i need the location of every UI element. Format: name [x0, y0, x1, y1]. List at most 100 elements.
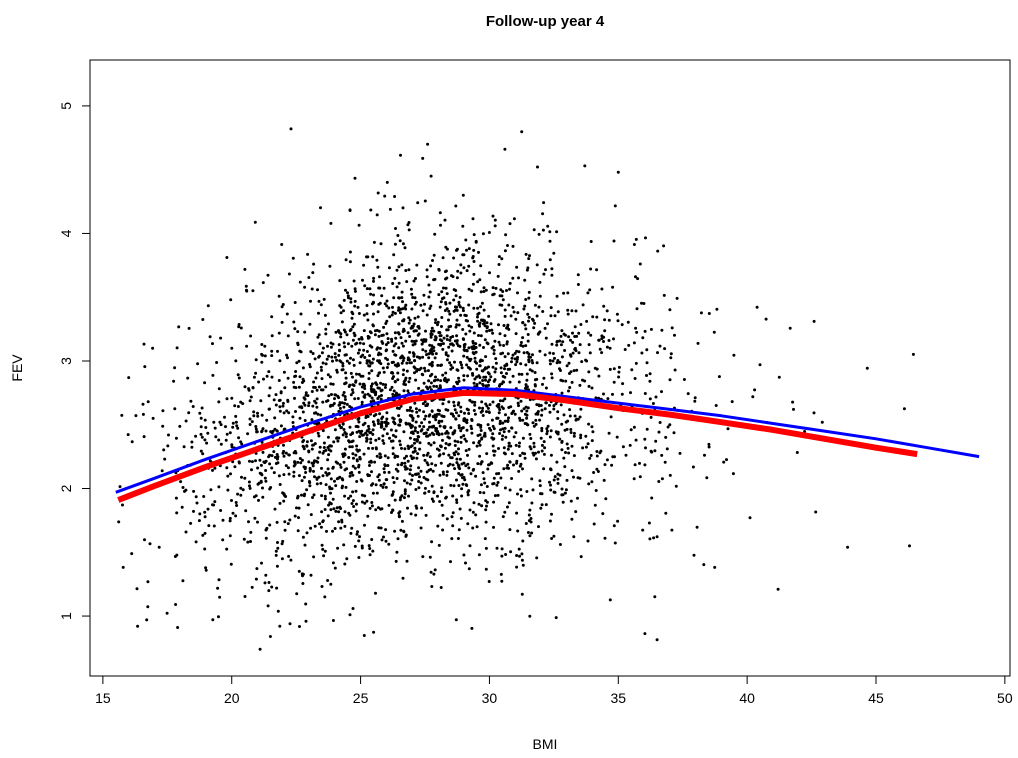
scatter-point — [345, 359, 349, 363]
scatter-point — [527, 257, 531, 261]
scatter-point — [437, 268, 441, 272]
scatter-point — [421, 156, 425, 160]
scatter-point — [610, 463, 614, 467]
scatter-point — [229, 562, 233, 566]
scatter-point — [358, 435, 362, 439]
scatter-point — [520, 552, 524, 556]
scatter-point — [509, 314, 513, 318]
scatter-point — [203, 381, 207, 385]
scatter-point — [180, 505, 184, 509]
scatter-point — [560, 487, 564, 491]
scatter-point — [503, 397, 507, 401]
scatter-point — [371, 428, 375, 432]
scatter-point — [483, 537, 487, 541]
scatter-point — [400, 296, 404, 300]
scatter-point — [514, 443, 518, 447]
scatter-point — [530, 359, 534, 362]
scatter-point — [412, 322, 416, 326]
scatter-point — [555, 294, 559, 298]
scatter-point — [620, 323, 624, 327]
scatter-point — [498, 419, 502, 423]
scatter-point — [397, 346, 401, 350]
scatter-point — [478, 381, 482, 385]
scatter-point — [562, 332, 566, 336]
scatter-point — [196, 362, 200, 366]
scatter-point — [394, 336, 398, 340]
scatter-point — [490, 346, 494, 350]
scatter-point — [414, 420, 418, 424]
scatter-point — [340, 401, 344, 405]
scatter-point — [268, 462, 272, 466]
scatter-point — [240, 475, 243, 479]
scatter-point — [527, 355, 531, 359]
scatter-point — [616, 170, 620, 174]
scatter-point — [641, 336, 645, 340]
scatter-point — [453, 444, 457, 447]
scatter-point — [508, 380, 512, 384]
scatter-point — [466, 522, 470, 526]
scatter-point — [260, 360, 264, 364]
scatter-point — [407, 494, 410, 498]
scatter-point — [215, 361, 219, 364]
scatter-point — [206, 304, 210, 308]
scatter-point — [663, 347, 667, 351]
scatter-point — [788, 326, 792, 330]
scatter-point — [497, 447, 500, 450]
scatter-point — [517, 380, 521, 384]
scatter-point — [315, 405, 319, 409]
scatter-point — [384, 528, 388, 532]
scatter-point — [393, 380, 397, 384]
scatter-point — [434, 463, 438, 467]
scatter-point — [505, 372, 508, 375]
scatter-point — [476, 423, 480, 427]
scatter-point — [360, 500, 364, 504]
scatter-point — [644, 236, 647, 240]
scatter-point — [587, 422, 591, 426]
scatter-point — [450, 342, 454, 346]
x-axis: 15 20 25 30 35 40 45 50 — [95, 676, 1013, 706]
scatter-point — [270, 454, 274, 458]
scatter-point — [587, 343, 591, 347]
scatter-point — [546, 322, 549, 326]
scatter-point — [381, 333, 385, 337]
scatter-point — [246, 432, 250, 436]
scatter-point — [570, 309, 574, 313]
scatter-point — [502, 446, 506, 450]
scatter-point — [272, 398, 276, 402]
scatter-point — [548, 480, 551, 484]
scatter-point — [360, 493, 364, 497]
scatter-point — [421, 355, 425, 359]
scatter-point — [403, 461, 407, 465]
scatter-point — [385, 417, 389, 421]
scatter-point — [412, 450, 416, 454]
scatter-point — [297, 506, 301, 510]
scatter-point — [311, 464, 315, 468]
scatter-point — [479, 483, 483, 487]
scatter-point — [512, 435, 516, 439]
scatter-point — [321, 361, 325, 365]
scatter-point — [560, 355, 564, 359]
scatter-point — [424, 477, 428, 481]
scatter-point — [465, 348, 469, 352]
scatter-point — [418, 475, 421, 479]
scatter-point — [445, 380, 449, 384]
scatter-point — [342, 543, 346, 547]
scatter-point — [532, 424, 536, 428]
scatter-point — [395, 285, 399, 289]
scatter-point — [194, 540, 198, 544]
scatter-point — [391, 433, 395, 437]
scatter-point — [291, 256, 295, 260]
scatter-point — [235, 424, 239, 428]
scatter-point — [648, 372, 652, 376]
scatter-point — [398, 239, 402, 243]
scatter-point — [552, 251, 556, 255]
scatter-point — [314, 376, 318, 380]
scatter-point — [476, 280, 480, 284]
scatter-point — [576, 496, 579, 500]
scatter-point — [399, 336, 403, 340]
scatter-point — [635, 307, 639, 311]
scatter-point — [517, 404, 520, 408]
scatter-point — [464, 332, 468, 336]
scatter-point — [461, 482, 465, 486]
